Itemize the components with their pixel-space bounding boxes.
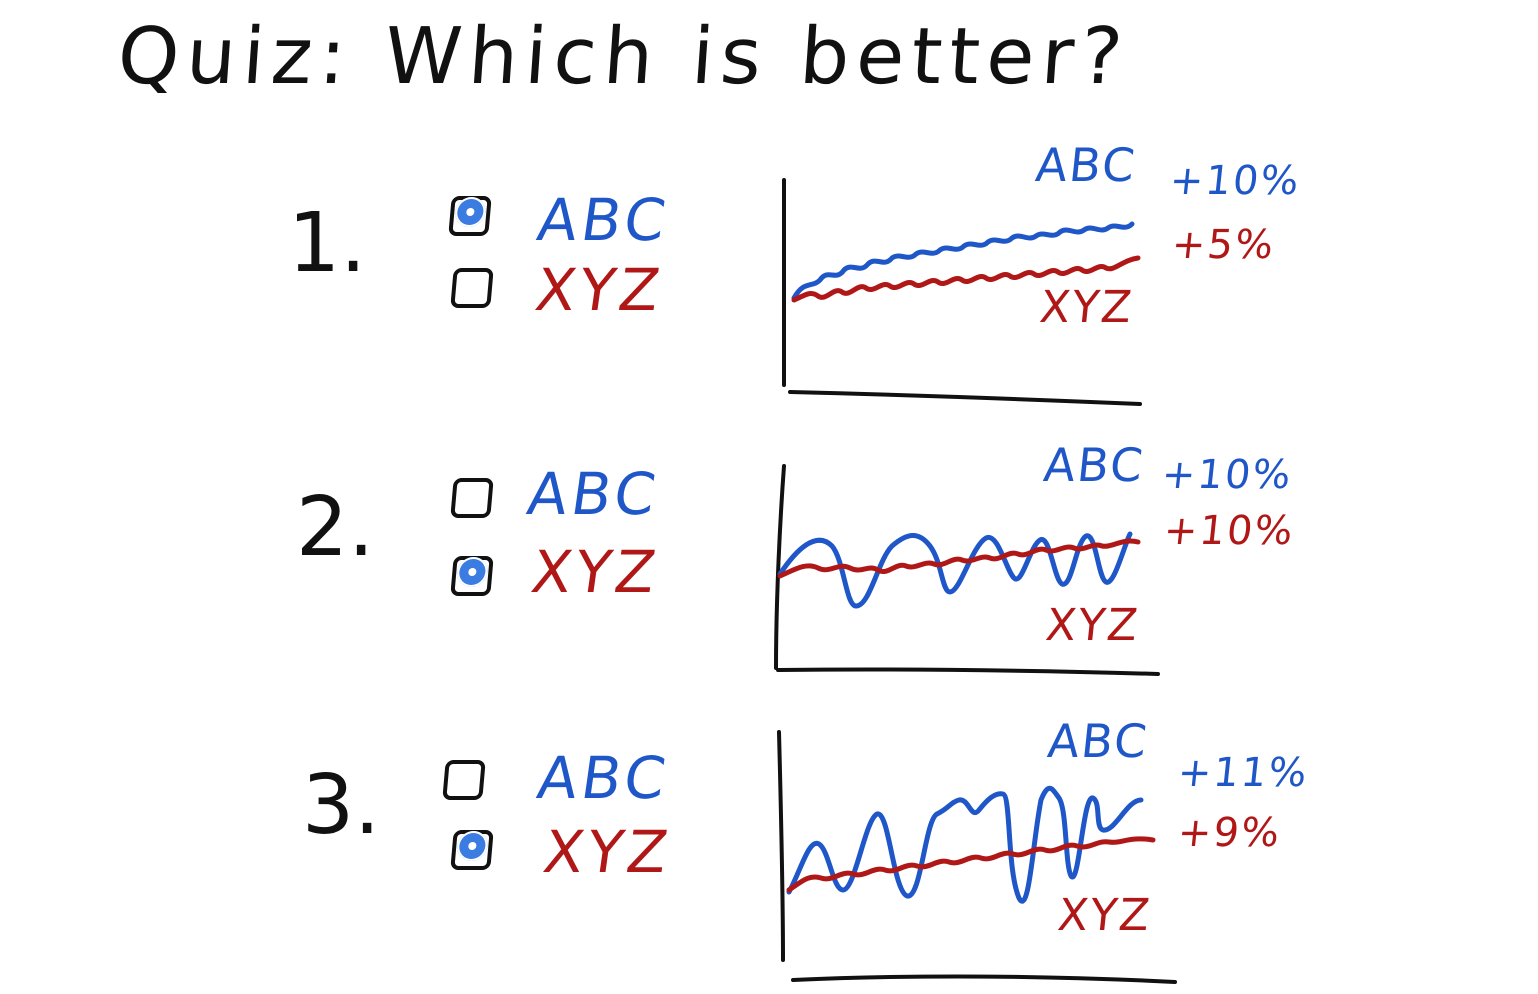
question-number: 2. — [296, 480, 375, 575]
y-axis — [777, 730, 785, 962]
x-axis — [791, 974, 1177, 984]
option-xyz-radio[interactable] — [450, 830, 494, 870]
quiz-title: Quiz: Which is better? — [114, 12, 1133, 102]
option-xyz-radio[interactable] — [450, 268, 494, 308]
abc-return: +10% — [1167, 158, 1303, 204]
x-axis — [776, 667, 1160, 676]
option-xyz-label: XYZ — [531, 256, 668, 324]
abc-line — [786, 785, 1144, 904]
chart-xyz-label: XYZ — [1055, 890, 1154, 941]
abc-line — [791, 221, 1135, 301]
chart-xyz-label: XYZ — [1037, 282, 1136, 333]
option-abc-radio[interactable] — [450, 478, 494, 518]
x-axis — [788, 390, 1142, 406]
option-xyz-radio[interactable] — [450, 556, 494, 596]
price-chart — [782, 178, 1142, 406]
chart-xyz-label: XYZ — [1043, 600, 1142, 651]
option-xyz-label: XYZ — [539, 818, 676, 886]
chart-abc-label: ABC — [1033, 138, 1140, 192]
xyz-return: +5% — [1169, 222, 1278, 268]
xyz-line — [786, 836, 1156, 893]
abc-return: +11% — [1175, 750, 1311, 796]
abc-return: +10% — [1159, 452, 1295, 498]
xyz-line — [791, 255, 1141, 303]
question-number: 1. — [288, 196, 367, 291]
price-chart — [777, 730, 1177, 984]
chart-abc-label: ABC — [1041, 438, 1148, 492]
option-abc-radio[interactable] — [448, 196, 492, 236]
option-abc-label: ABC — [533, 186, 674, 254]
chart-abc-label: ABC — [1045, 714, 1152, 768]
xyz-return: +9% — [1175, 810, 1284, 856]
option-abc-label: ABC — [523, 460, 664, 528]
question-number: 3. — [302, 758, 381, 853]
option-abc-radio[interactable] — [442, 760, 486, 800]
xyz-line — [777, 538, 1141, 579]
option-abc-label: ABC — [533, 744, 674, 812]
y-axis — [774, 464, 786, 670]
abc-line — [777, 531, 1133, 609]
option-xyz-label: XYZ — [527, 538, 664, 606]
xyz-return: +10% — [1161, 508, 1297, 554]
price-chart — [774, 464, 1160, 676]
